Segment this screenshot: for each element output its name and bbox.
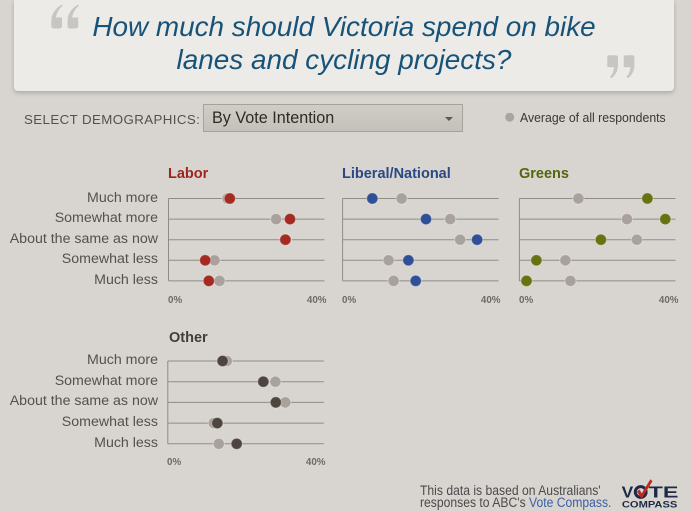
svg-text:V: V	[622, 485, 634, 502]
svg-text:TE: TE	[649, 485, 679, 502]
svg-text:COMPASS: COMPASS	[622, 500, 677, 510]
